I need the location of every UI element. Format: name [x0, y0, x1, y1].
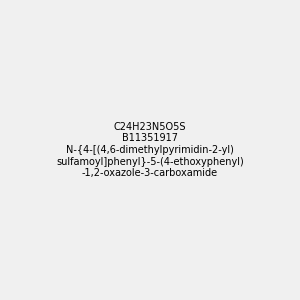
Text: C24H23N5O5S
B11351917
N-{4-[(4,6-dimethylpyrimidin-2-yl)
sulfamoyl]phenyl}-5-(4-: C24H23N5O5S B11351917 N-{4-[(4,6-dimethy… [56, 122, 244, 178]
